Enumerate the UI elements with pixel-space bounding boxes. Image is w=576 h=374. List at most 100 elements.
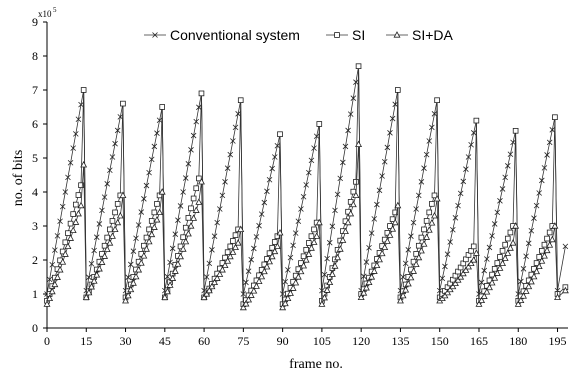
point-si-da-4 [54, 273, 61, 280]
point-si-da-82 [258, 272, 266, 280]
point-si-da-99 [302, 256, 310, 263]
point-si-87 [271, 239, 278, 245]
point-conventional-137 [402, 260, 409, 267]
point-si-da-155 [449, 282, 457, 290]
point-si-da-135 [396, 296, 404, 304]
point-si-da-116 [347, 209, 355, 217]
point-si-da-65 [213, 274, 221, 281]
point-si-da-134 [394, 201, 402, 209]
point-si-da-69 [224, 257, 232, 264]
point-conventional-108 [326, 239, 333, 246]
point-conventional-116 [347, 111, 354, 117]
point-si-da-58 [195, 198, 203, 205]
point-si-da-121 [360, 289, 368, 296]
point-si-da-34 [132, 272, 140, 280]
point-si-da-61 [203, 290, 211, 297]
point-si-da-182 [520, 292, 527, 299]
point-conventional-170 [489, 233, 495, 239]
point-si-54 [185, 215, 192, 221]
point-si-145 [423, 218, 430, 224]
point-si-da-192 [546, 241, 554, 248]
point-conventional-86 [269, 165, 275, 172]
x-tick-label-1: 15 [80, 334, 92, 348]
point-si-194 [552, 114, 558, 121]
point-si-da-109 [328, 270, 336, 277]
point-conventional-64 [211, 233, 218, 239]
point-conventional-172 [494, 209, 501, 216]
x-tick-label-3: 45 [159, 334, 171, 348]
point-si-da-190 [540, 252, 548, 259]
point-conventional-166 [478, 279, 485, 286]
point-si-da-2 [48, 287, 56, 295]
point-conventional-129 [381, 158, 388, 165]
point-conventional-106 [321, 271, 328, 278]
point-si-da-67 [218, 266, 226, 273]
point-si-da-38 [143, 245, 150, 252]
point-conventional-131 [387, 130, 393, 136]
point-conventional-19 [93, 234, 100, 241]
point-si-da-14 [80, 160, 88, 168]
point-conventional-112 [337, 175, 344, 182]
point-si-da-185 [527, 277, 535, 285]
y-tick-label-4: 4 [32, 185, 38, 199]
point-conventional-10 [70, 145, 76, 151]
point-si-da-7 [61, 250, 69, 257]
point-conventional-84 [264, 188, 270, 195]
point-conventional-31 [125, 274, 131, 281]
point-si-149 [434, 97, 440, 104]
point-si-da-115 [344, 218, 352, 226]
point-si-da-3 [51, 280, 59, 288]
point-si-da-162 [467, 259, 475, 267]
point-si-da-39 [145, 237, 153, 245]
point-conventional-111 [334, 191, 341, 198]
point-si-74 [237, 97, 244, 104]
point-si-177 [507, 229, 514, 236]
point-conventional-61 [203, 274, 210, 280]
point-si-da-123 [365, 278, 373, 286]
point-conventional-70 [227, 151, 234, 158]
point-si-da-143 [417, 246, 425, 254]
point-conventional-153 [444, 251, 451, 258]
point-conventional-78 [248, 256, 254, 263]
point-conventional-156 [452, 215, 459, 221]
point-si-da-139 [407, 273, 415, 281]
point-si-da-127 [376, 255, 383, 263]
point-si-da-53 [182, 237, 190, 245]
point-si-da-113 [339, 236, 347, 243]
point-si-da-146 [425, 226, 433, 233]
point-si-25 [109, 218, 116, 224]
point-si-da-86 [268, 252, 276, 260]
point-si-da-172 [493, 269, 501, 276]
point-si-179 [512, 127, 519, 134]
point-si-da-73 [234, 239, 242, 246]
point-si-da-78 [247, 291, 255, 298]
point-conventional-53 [182, 175, 189, 181]
y-tick-label-5: 5 [32, 151, 38, 165]
point-si-13 [78, 182, 84, 189]
point-si-da-153 [444, 288, 452, 296]
point-conventional-146 [426, 138, 433, 144]
point-si-da-167 [480, 292, 488, 299]
point-conventional-35 [135, 222, 142, 228]
point-si-147 [429, 201, 435, 207]
point-conventional-69 [224, 165, 231, 171]
point-si-146 [426, 209, 433, 216]
point-conventional-144 [421, 165, 427, 171]
point-si-da-112 [336, 245, 344, 252]
point-conventional-13 [78, 101, 84, 108]
point-conventional-51 [177, 203, 184, 209]
point-conventional-97 [298, 206, 304, 212]
point-conventional-157 [455, 202, 461, 209]
point-si-da-60 [200, 293, 208, 301]
point-conventional-73 [235, 111, 241, 117]
point-conventional-138 [405, 247, 412, 253]
point-si-175 [502, 241, 508, 248]
point-si-da-36 [137, 259, 145, 266]
point-conventional-46 [164, 273, 171, 280]
point-si-99 [303, 246, 309, 253]
point-si-86 [269, 244, 275, 251]
point-si-da-144 [420, 240, 428, 247]
point-si-da-111 [334, 253, 342, 261]
point-conventional-182 [520, 266, 527, 272]
point-si-da-55 [187, 222, 195, 229]
